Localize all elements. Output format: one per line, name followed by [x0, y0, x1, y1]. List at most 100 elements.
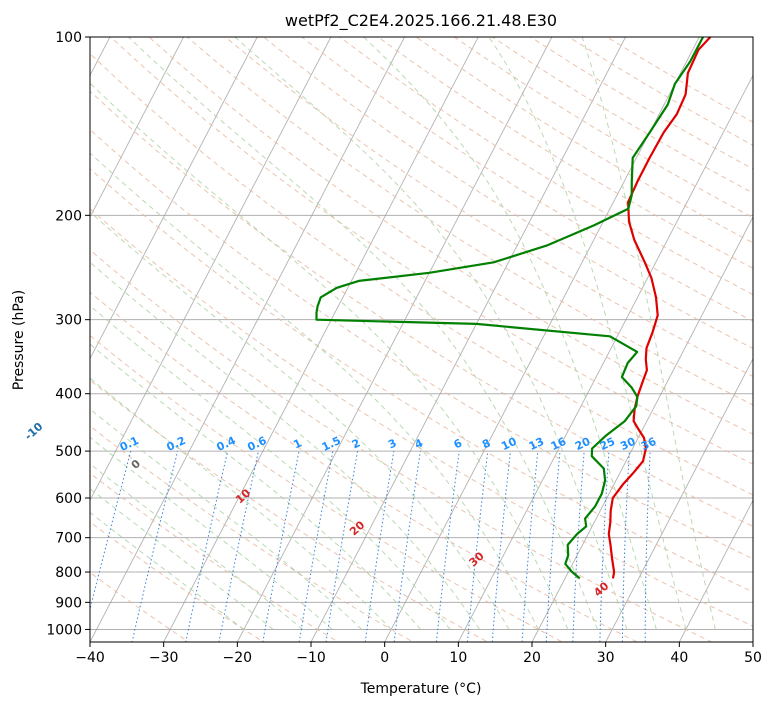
isotherm: [163, 37, 479, 642]
background-lines: [90, 37, 753, 642]
isotherm: [90, 37, 332, 502]
moist-adiabat: [90, 152, 539, 630]
mixing-ratio-line: [325, 451, 359, 642]
isotherm: [236, 37, 553, 642]
adiabat-label: 0: [129, 457, 144, 472]
moist-adiabat: [90, 377, 392, 630]
dry-adiabat: [90, 208, 753, 627]
mixing-ratio-line: [262, 450, 300, 642]
moist-adiabat: [90, 488, 274, 630]
mixing-ratio-line: [131, 450, 179, 642]
y-tick-label: 100: [55, 30, 82, 46]
isotherm: [90, 37, 406, 642]
y-tick-label: 300: [55, 313, 82, 329]
x-tick-label: 40: [670, 650, 688, 666]
dewpoint-profile: [315, 37, 704, 580]
mixing-ratio-label: 4: [413, 436, 426, 451]
plot-frame: [89, 36, 754, 643]
x-axis-label: Temperature (°C): [360, 681, 482, 697]
dry-adiabat: [338, 37, 753, 296]
moist-adiabat: [581, 37, 716, 630]
y-tick-label: 200: [55, 208, 82, 224]
dry-adiabat: [90, 379, 489, 642]
y-tick-label: 600: [55, 491, 82, 507]
mixing-ratio-line: [491, 451, 511, 642]
dry-adiabat: [90, 425, 414, 642]
mixing-ratio-line: [621, 451, 630, 642]
dry-adiabat: [224, 37, 753, 377]
dry-adiabat: [529, 37, 753, 170]
dry-adiabat: [90, 128, 753, 560]
isotherm: [678, 499, 753, 642]
mixing-ratio-line: [298, 451, 334, 642]
y-tick-label: 800: [55, 565, 82, 581]
adiabat-label: 40: [591, 579, 611, 599]
mixing-ratio-line: [599, 451, 610, 642]
moist-adiabat: [90, 305, 451, 630]
y-tick-label: 400: [55, 387, 82, 403]
y-tick-label: 700: [55, 531, 82, 547]
x-tick-label: −30: [149, 650, 179, 666]
dry-adiabat: [90, 334, 564, 642]
mixing-ratio-line: [185, 450, 229, 642]
mixing-ratio-label: 10: [499, 435, 519, 453]
moist-adiabat: [90, 343, 422, 630]
moist-adiabat: [363, 37, 657, 630]
moist-adiabat: [90, 436, 333, 630]
isotherm: [90, 37, 185, 218]
dry-adiabat: [90, 90, 753, 528]
moist-adiabat: [90, 82, 569, 630]
dry-adiabat: [90, 472, 340, 642]
dry-adiabat: [605, 37, 753, 123]
moist-adiabat: [90, 463, 304, 630]
mixing-ratio-label: 6: [452, 436, 465, 451]
mixing-ratio-label: 3: [386, 436, 398, 451]
mixing-ratio-label: 25: [598, 435, 617, 453]
background-line-labels: 0.10.20.40.611.52346810131620253036-100-…: [22, 420, 659, 600]
isotherm: [90, 37, 258, 360]
isotherm: [310, 37, 627, 642]
x-tick-label: 20: [523, 650, 541, 666]
x-tick-label: 50: [744, 650, 762, 666]
dry-adiabat: [90, 291, 639, 642]
chart-title: wetPf2_C2E4.2025.166.21.48.E30: [285, 11, 557, 31]
isotherm: [605, 357, 753, 642]
x-tick-label: 30: [597, 650, 615, 666]
adiabat-label: -10: [22, 420, 46, 443]
y-tick-label: 500: [55, 444, 82, 460]
mixing-ratio-line: [521, 451, 539, 642]
x-tick-label: −10: [296, 650, 326, 666]
dry-adiabat: [90, 52, 753, 496]
x-tick-label: 10: [449, 650, 467, 666]
mixing-ratio-label: 2: [350, 436, 362, 451]
moist-adiabat: [90, 211, 510, 630]
mixing-ratio-line: [435, 451, 460, 642]
isotherm: [384, 37, 700, 642]
dry-adiabat: [90, 571, 190, 642]
dry-adiabat: [90, 168, 753, 593]
x-axis-ticks: −40 −30 −20 −10 0 10 20 30 40 50: [75, 642, 762, 666]
dry-adiabat: [148, 37, 753, 435]
temperature-profile: [607, 37, 712, 579]
mixing-ratio-label: 13: [527, 435, 546, 453]
isotherm: [531, 216, 753, 642]
x-tick-label: 0: [380, 650, 389, 666]
moist-adiabat: [234, 37, 628, 630]
mixing-ratio-line: [90, 450, 132, 612]
isotherm: [457, 74, 753, 642]
mixing-ratio-line: [218, 450, 259, 642]
mixing-ratio-label: 30: [618, 435, 638, 453]
mixing-ratio-line: [393, 451, 421, 642]
mixing-ratio-line: [364, 451, 395, 642]
mixing-ratio-line: [466, 451, 489, 642]
dry-adiabat: [90, 521, 265, 642]
mixing-ratio-line: [572, 451, 585, 642]
mixing-ratio-label: 20: [573, 435, 593, 453]
moist-adiabat: [128, 37, 598, 630]
mixing-ratio-label: 16: [549, 435, 569, 453]
mixing-ratio-label: 1: [291, 436, 303, 451]
y-tick-label: 900: [55, 595, 82, 611]
isotherm: [752, 641, 753, 642]
y-axis-label: Pressure (hPa): [11, 290, 27, 390]
